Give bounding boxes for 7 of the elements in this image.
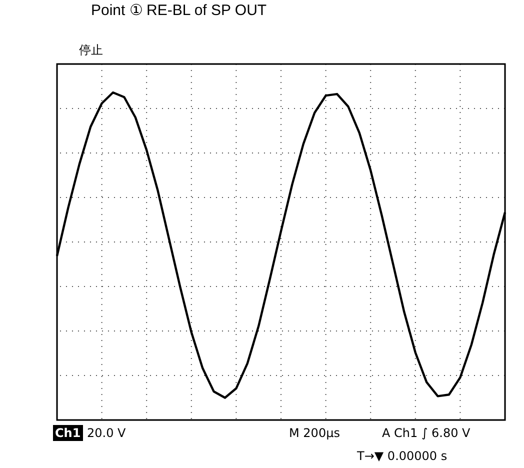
text: T→▼ 0.00000 s: [356, 449, 448, 463]
text: 20.0 V: [87, 426, 127, 440]
text: 停止: [79, 43, 103, 57]
text: A Ch1 ∫ 6.80 V: [382, 426, 472, 440]
text: Ch1: [55, 426, 81, 440]
chart-title: Point ① RE-BL of SP OUT: [91, 2, 267, 19]
text: M 200µs: [289, 426, 340, 440]
